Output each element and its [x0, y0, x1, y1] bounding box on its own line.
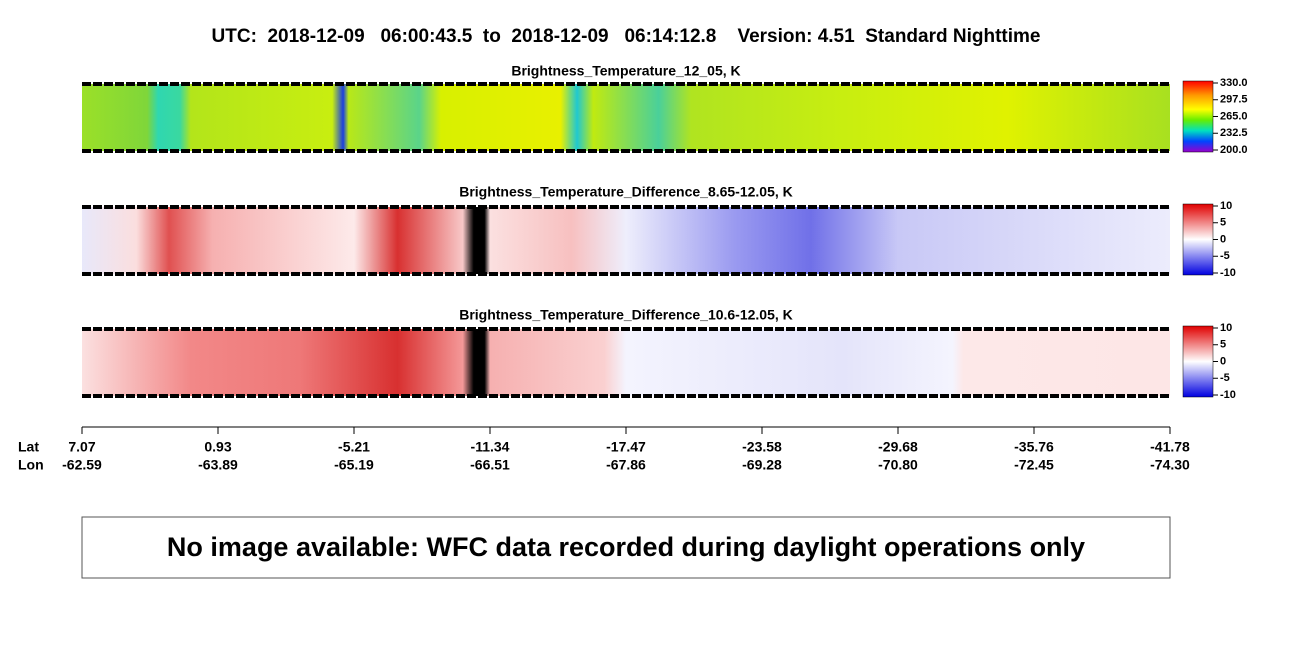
lat-tick-label: -29.68 [878, 439, 918, 455]
lat-tick-label: -5.21 [338, 439, 370, 455]
colorbar-label: -5 [1220, 372, 1230, 384]
colorbar-label: 10 [1220, 200, 1232, 212]
colorbar-label: -10 [1220, 267, 1236, 279]
lat-tick-label: -41.78 [1150, 439, 1190, 455]
colorbar-label: 297.5 [1220, 94, 1248, 106]
lon-tick-label: -69.28 [742, 457, 782, 473]
colorbar-label: 265.0 [1220, 110, 1248, 122]
colorbar-label: 330.0 [1220, 77, 1248, 89]
lat-tick-label: 0.93 [204, 439, 231, 455]
lat-tick-label: -23.58 [742, 439, 782, 455]
colorbar-label: 232.5 [1220, 127, 1248, 139]
lon-label: Lon [18, 457, 44, 473]
lat-tick-label: -17.47 [606, 439, 646, 455]
lon-tick-label: -62.59 [62, 457, 102, 473]
lon-tick-label: -67.86 [606, 457, 646, 473]
panel-title: Brightness_Temperature_Difference_8.65-1… [459, 184, 793, 200]
panel-title: Brightness_Temperature_12_05, K [511, 63, 740, 79]
colorbar [1182, 80, 1214, 153]
lat-label: Lat [18, 439, 39, 455]
lon-tick-label: -70.80 [878, 457, 918, 473]
colorbar-label: 5 [1220, 339, 1226, 351]
lon-tick-label: -65.19 [334, 457, 374, 473]
lat-tick-label: 7.07 [68, 439, 95, 455]
panel-title: Brightness_Temperature_Difference_10.6-1… [459, 307, 793, 323]
lat-tick-label: -11.34 [471, 439, 510, 455]
colorbar-label: 200.0 [1220, 144, 1248, 156]
lon-tick-label: -74.30 [1150, 457, 1190, 473]
colorbar-label: 0 [1220, 355, 1226, 367]
colorbar [1182, 203, 1214, 276]
lon-tick-label: -63.89 [198, 457, 238, 473]
lon-tick-label: -66.51 [470, 457, 510, 473]
colorbar [1182, 325, 1214, 398]
image-strip [82, 207, 1170, 274]
figure-title: UTC: 2018-12-09 06:00:43.5 to 2018-12-09… [212, 26, 1041, 47]
message-box [81, 516, 1171, 579]
colorbar-label: 5 [1220, 217, 1226, 229]
message: No image available: WFC data recorded du… [167, 532, 1085, 562]
colorbar-label: -10 [1220, 389, 1236, 401]
image-strip [82, 329, 1170, 396]
colorbar-label: 10 [1220, 322, 1232, 334]
image-strip [82, 84, 1170, 151]
colorbar-label: 0 [1220, 233, 1226, 245]
lon-tick-label: -72.45 [1014, 457, 1054, 473]
colorbar-label: -5 [1220, 250, 1230, 262]
lat-tick-label: -35.76 [1014, 439, 1054, 455]
